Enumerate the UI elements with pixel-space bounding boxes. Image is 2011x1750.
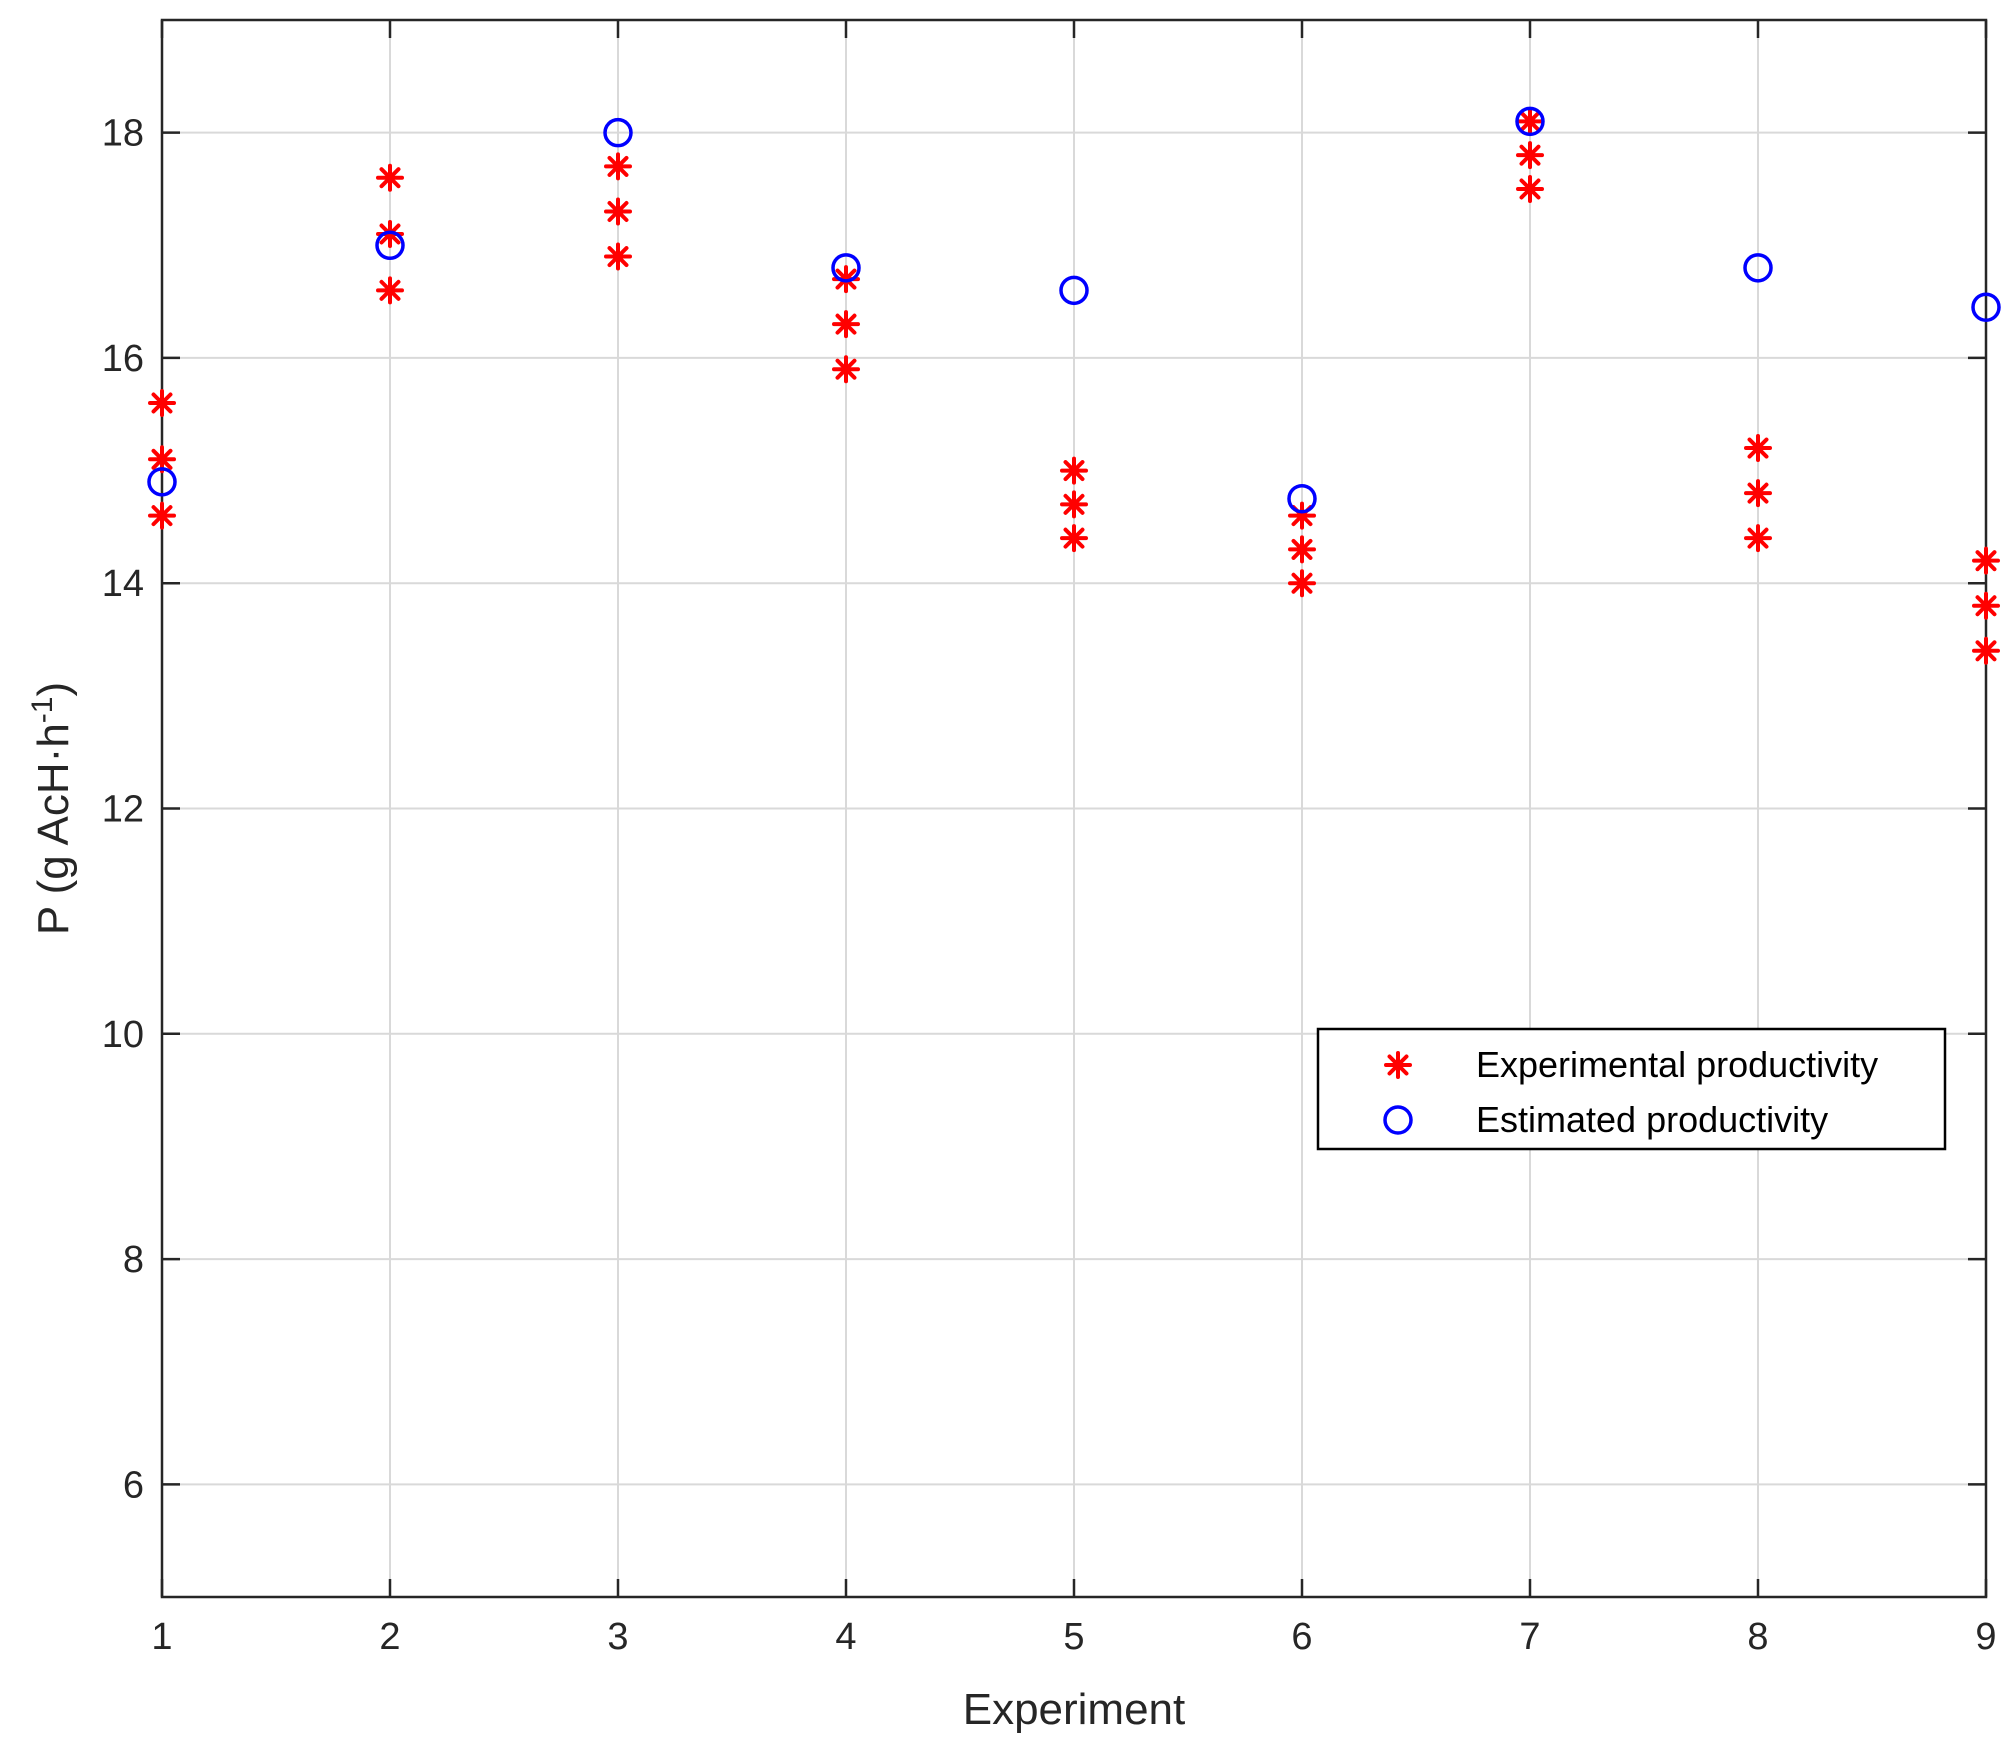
legend-marker-estimated: [1383, 1105, 1413, 1135]
legend-box: [1316, 1027, 1947, 1151]
asterisk-stroke: [1063, 493, 1085, 515]
estimated-point: [1971, 292, 2001, 322]
experimental-point: [1288, 501, 1316, 530]
experimental-point: [1288, 535, 1316, 564]
asterisk-stroke: [1519, 178, 1541, 200]
asterisk-stroke: [835, 358, 857, 380]
legend-label-experimental: Experimental productivity: [1476, 1044, 1878, 1085]
asterisk-stroke: [607, 201, 629, 222]
grid: [162, 20, 1986, 1597]
experimental-point: [1516, 141, 1544, 170]
legend-label-estimated: Estimated productivity: [1476, 1099, 1828, 1140]
x-axis-label: Experiment: [963, 1685, 1186, 1734]
asterisk-stroke: [1063, 460, 1085, 482]
asterisk-stroke: [1387, 1054, 1409, 1076]
experimental-point: [1060, 524, 1088, 553]
experimental-point: [376, 163, 404, 192]
y-tick-label: 10: [102, 1014, 144, 1056]
asterisk-stroke: [1975, 550, 1997, 572]
asterisk-stroke: [607, 246, 629, 268]
x-tick-label: 4: [835, 1616, 856, 1658]
experimental-point: [1516, 107, 1544, 136]
x-tick-label: 2: [379, 1616, 400, 1658]
x-tick-label: 5: [1063, 1616, 1084, 1658]
asterisk-stroke: [1519, 110, 1541, 132]
asterisk-stroke: [151, 505, 173, 527]
y-tick-label: 8: [123, 1239, 144, 1281]
estimated-point: [147, 467, 177, 497]
asterisk-stroke: [607, 155, 629, 177]
estimated-point: [1059, 275, 1089, 306]
experimental-point: [604, 242, 632, 271]
experimental-point: [1516, 174, 1544, 203]
experimental-point: [148, 501, 176, 530]
axes: [160, 18, 1988, 1599]
y-tick-label: 14: [102, 563, 144, 605]
y-tick-label: 12: [102, 789, 144, 831]
experimental-point: [832, 355, 860, 384]
x-tick-label: 9: [1975, 1616, 1996, 1658]
asterisk-stroke: [379, 167, 401, 189]
asterisk-stroke: [1519, 144, 1541, 166]
experimental-point: [1972, 636, 2000, 665]
y-axis-label: P (g AcH·h-1): [26, 682, 79, 935]
series-estimated: [147, 106, 2001, 514]
estimated-point: [831, 253, 861, 283]
asterisk-stroke: [151, 392, 173, 414]
x-tick-label: 7: [1519, 1616, 1540, 1658]
estimated-point: [1743, 253, 1773, 283]
asterisk-stroke: [835, 313, 857, 335]
experimental-point: [1744, 434, 1772, 463]
legend-marker-experimental: [1384, 1051, 1412, 1079]
experimental-point: [1060, 456, 1088, 485]
experimental-point: [1972, 591, 2000, 620]
data-marks: [147, 106, 2001, 665]
asterisk-stroke: [1747, 527, 1769, 549]
y-axis-label-close: ): [29, 682, 78, 697]
legend: Experimental productivity Estimated prod…: [1316, 1027, 1947, 1151]
experimental-point: [1060, 490, 1088, 519]
legend-asterisk: [1384, 1051, 1412, 1079]
y-tick-label: 18: [102, 113, 144, 155]
asterisk-stroke: [379, 279, 401, 301]
estimated-point: [375, 230, 405, 261]
experimental-point: [832, 310, 860, 339]
estimated-point: [1515, 106, 1545, 137]
asterisk-stroke: [1975, 595, 1997, 617]
y-axis-label-main: P (g AcH·h: [29, 723, 78, 935]
asterisk-stroke: [1063, 527, 1085, 549]
y-tick-label: 6: [123, 1464, 144, 1506]
experimental-point: [1744, 479, 1772, 508]
legend-circle: [1383, 1105, 1413, 1135]
experimental-point: [1972, 546, 2000, 575]
asterisk-stroke: [1747, 482, 1769, 504]
estimated-point: [1287, 483, 1317, 514]
experimental-point: [148, 388, 176, 417]
experimental-point: [604, 152, 632, 181]
asterisk-stroke: [1747, 437, 1769, 459]
x-tick-label: 6: [1291, 1616, 1312, 1658]
asterisk-stroke: [151, 448, 173, 470]
experimental-point: [1288, 569, 1316, 598]
asterisk-stroke: [1975, 640, 1997, 662]
x-tick-label: 3: [607, 1616, 628, 1658]
experimental-point: [1744, 524, 1772, 553]
y-axis-label-superscript: -1: [26, 697, 59, 724]
y-tick-label: 16: [102, 338, 144, 380]
asterisk-stroke: [1291, 572, 1313, 594]
experimental-point: [604, 197, 632, 226]
x-tick-label: 8: [1747, 1616, 1768, 1658]
asterisk-stroke: [1291, 538, 1313, 560]
estimated-point: [603, 117, 633, 148]
experimental-point: [376, 276, 404, 305]
x-tick-label: 1: [151, 1616, 172, 1658]
